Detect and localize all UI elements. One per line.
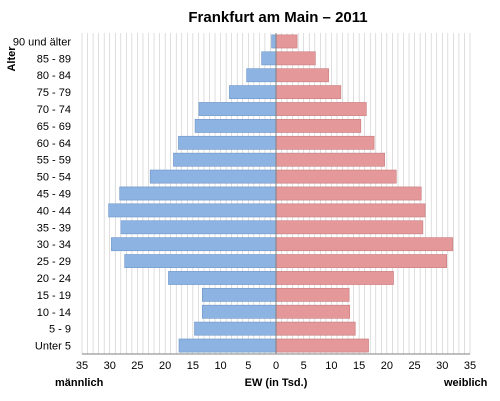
age-group-label: 85 - 89 (37, 53, 71, 65)
bar-male (173, 152, 277, 167)
x-tick-label: 15 (187, 360, 199, 372)
x-tick-label: 15 (353, 360, 365, 372)
bar-female (275, 186, 422, 201)
age-group-label: 15 - 19 (37, 290, 71, 302)
age-group-labels: 90 und älter 85 - 89 80 - 84 75 - 79 70 - 74… (13, 36, 71, 352)
bar-female (275, 68, 329, 83)
bar-female (275, 321, 356, 336)
x-tick-label: 5 (245, 360, 251, 372)
x-tick-label: 35 (76, 360, 88, 372)
x-tick-label: 5 (301, 360, 307, 372)
x-axis-label: EW (in Tsd.) (245, 377, 308, 389)
bar-male (271, 34, 277, 49)
y-axis-label: Alter (6, 46, 18, 72)
chart-title: Frankfurt am Main – 2011 (188, 9, 367, 26)
age-group-label: 40 - 44 (37, 205, 71, 217)
age-group-label: 60 - 64 (37, 138, 71, 150)
bar-female (275, 135, 375, 150)
bar-female (275, 220, 424, 235)
x-axis-label-male: männlich (55, 377, 104, 389)
x-tick-label: 30 (436, 360, 448, 372)
bar-male (124, 254, 277, 268)
age-group-label: 5 - 9 (49, 324, 71, 336)
bar-female (275, 271, 394, 285)
bar-male (120, 220, 277, 235)
age-group-label: 80 - 84 (37, 70, 71, 82)
bar-male (119, 186, 277, 201)
age-group-label: 20 - 24 (37, 273, 71, 285)
age-group-label: 55 - 59 (37, 155, 71, 167)
age-group-label: 70 - 74 (37, 104, 71, 116)
bar-female (275, 51, 316, 66)
x-tick-label: 30 (104, 360, 116, 372)
x-tick-label: 35 (464, 360, 476, 372)
age-group-label: 35 - 39 (37, 222, 71, 234)
age-group-label: 10 - 14 (37, 307, 71, 319)
x-tick-labels: 35 30 25 20 15 10 5 0 5 10 15 20 25 30 35 (76, 360, 476, 372)
age-group-label: Unter 5 (35, 341, 71, 353)
bar-male (198, 102, 277, 116)
age-group-label: 30 - 34 (37, 239, 71, 251)
bar-male (261, 51, 277, 66)
age-group-label: 45 - 49 (37, 189, 71, 201)
bar-female (275, 237, 454, 252)
age-group-label: 75 - 79 (37, 87, 71, 99)
bar-female (275, 85, 342, 100)
bar-female (275, 119, 362, 133)
bar-female (275, 169, 397, 184)
bar-male (149, 169, 277, 184)
bar-male (178, 338, 277, 353)
bar-female (275, 338, 369, 353)
bar-female (275, 102, 367, 116)
x-tick-label: 0 (273, 360, 279, 372)
bars (108, 33, 454, 354)
x-tick-label: 25 (131, 360, 143, 372)
bar-female (275, 34, 298, 49)
x-axis-label-female: weiblich (443, 377, 488, 389)
bar-female (275, 152, 385, 167)
bar-female (275, 203, 426, 218)
bar-male (194, 119, 277, 133)
bar-male (201, 287, 277, 302)
x-tick-label: 20 (381, 360, 393, 372)
bar-male (178, 135, 277, 150)
bar-male (246, 68, 277, 83)
bar-female (275, 304, 351, 319)
bar-male (108, 203, 277, 218)
x-tick-label: 25 (408, 360, 420, 372)
bar-female (275, 254, 448, 268)
x-tick-label: 10 (325, 360, 337, 372)
age-group-label: 25 - 29 (37, 256, 71, 268)
bar-male (194, 321, 277, 336)
age-group-label: 65 - 69 (37, 121, 71, 133)
bar-male (111, 237, 277, 252)
age-group-label: 90 und älter (13, 36, 71, 48)
bar-female (275, 287, 350, 302)
x-tick-label: 10 (214, 360, 226, 372)
bar-male (229, 85, 277, 100)
x-tick-label: 20 (159, 360, 171, 372)
bar-male (201, 304, 277, 319)
age-group-label: 50 - 54 (37, 172, 71, 184)
bar-male (168, 271, 277, 285)
